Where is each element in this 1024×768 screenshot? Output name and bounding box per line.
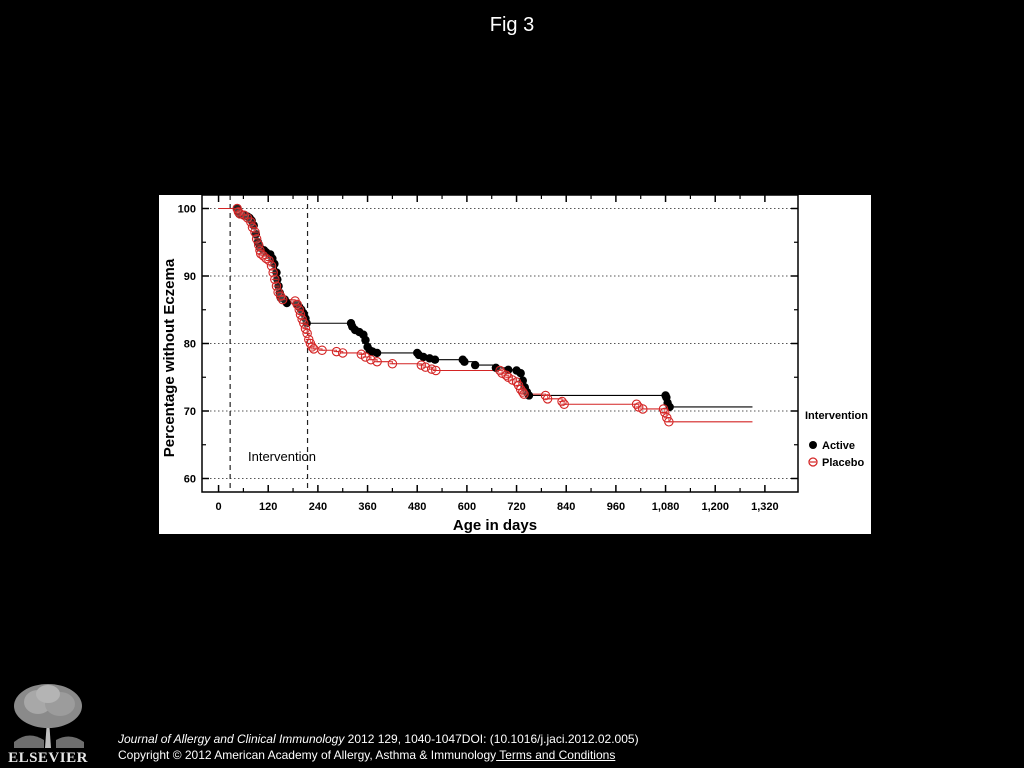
tree-emblem-icon <box>14 684 84 748</box>
x-axis-label: Age in days <box>453 517 537 534</box>
x-tick-label: 720 <box>507 501 525 513</box>
x-tick-label: 1,080 <box>652 501 680 513</box>
y-tick-label: 70 <box>184 406 196 418</box>
km-chart: 60 70 80 90 100 0 120 240 360 480 600 720 840 960 1,08… <box>161 195 868 534</box>
x-tick-label: 840 <box>557 501 575 513</box>
chart-panel: 60 70 80 90 100 0 120 240 360 480 600 720 840 960 1,08… <box>159 195 871 534</box>
terms-and-conditions-link[interactable]: Terms and Conditions <box>496 748 616 762</box>
figure-title: Fig 3 <box>489 14 535 36</box>
x-tick-label: 960 <box>607 501 625 513</box>
marker-active <box>491 363 501 372</box>
copyright-text: Copyright © 2012 American Academy of All… <box>118 748 497 762</box>
x-tick-label: 360 <box>358 501 376 513</box>
intervention-label: Intervention <box>248 449 316 464</box>
legend-marker-active <box>809 441 817 449</box>
y-tick-label: 100 <box>178 204 196 216</box>
x-tick-label: 120 <box>259 501 277 513</box>
copyright-line: Copyright © 2012 American Academy of All… <box>118 747 639 763</box>
citation-journal: Journal of Allergy and Clinical Immunolo… <box>118 732 345 746</box>
legend-title: Intervention <box>805 410 868 422</box>
legend-label-placebo: Placebo <box>822 457 864 469</box>
logo-wordmark: ELSEVIER <box>8 750 88 766</box>
legend-label-active: Active <box>822 440 855 452</box>
x-tick-label: 240 <box>309 501 327 513</box>
marker-active <box>460 357 469 366</box>
elsevier-logo: ELSEVIER <box>8 680 88 766</box>
marker-active <box>372 348 382 358</box>
marker-active <box>361 335 370 345</box>
marker-active <box>282 298 292 308</box>
citation-footer: Journal of Allergy and Clinical Immunolo… <box>118 731 639 763</box>
x-tick-label: 0 <box>215 501 221 513</box>
y-tick-label: 80 <box>184 339 196 351</box>
legend-marker-placebo <box>808 457 818 467</box>
x-tick-label: 1,200 <box>701 501 729 513</box>
y-tick-label: 60 <box>184 474 196 486</box>
x-tick-label: 480 <box>408 501 426 513</box>
y-axis-label: Percentage without Eczema <box>161 258 178 457</box>
marker-active <box>516 369 525 378</box>
y-tick-label: 90 <box>184 271 196 283</box>
x-tick-label: 600 <box>458 501 476 513</box>
marker-active <box>470 360 480 370</box>
marker-active <box>430 355 440 364</box>
citation-line: Journal of Allergy and Clinical Immunolo… <box>118 731 639 747</box>
x-tick-label: 1,320 <box>751 501 779 513</box>
citation-details: 2012 129, 1040-1047DOI: (10.1016/j.jaci.… <box>344 732 639 746</box>
